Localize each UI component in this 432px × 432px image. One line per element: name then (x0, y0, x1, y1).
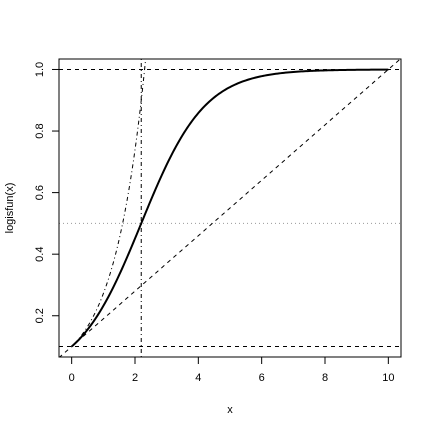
y-tick-label: 0.6 (34, 185, 46, 200)
x-tick-label: 0 (69, 372, 75, 384)
x-tick-label: 10 (382, 372, 394, 384)
reference-lines (59, 59, 401, 357)
y-tick-label: 0.2 (34, 308, 46, 323)
y-axis: 0.2 0.4 0.6 0.8 1.0 (34, 62, 60, 323)
x-axis: 0 2 4 6 8 10 (69, 356, 394, 384)
series-exponential-curve (71, 59, 147, 347)
x-tick-label: 4 (195, 372, 201, 384)
y-tick-label: 0.4 (34, 247, 46, 262)
y-tick-label: 1.0 (34, 62, 46, 77)
x-tick-label: 6 (259, 372, 265, 384)
y-tick-label: 0.8 (34, 123, 46, 138)
x-tick-label: 2 (132, 372, 138, 384)
x-tick-label: 8 (322, 372, 328, 384)
x-axis-label: x (227, 404, 233, 416)
series-line (59, 59, 401, 357)
y-axis-label: logisfun(x) (4, 183, 16, 234)
series-layer (59, 59, 401, 357)
series-logistic-curve (71, 68, 389, 348)
